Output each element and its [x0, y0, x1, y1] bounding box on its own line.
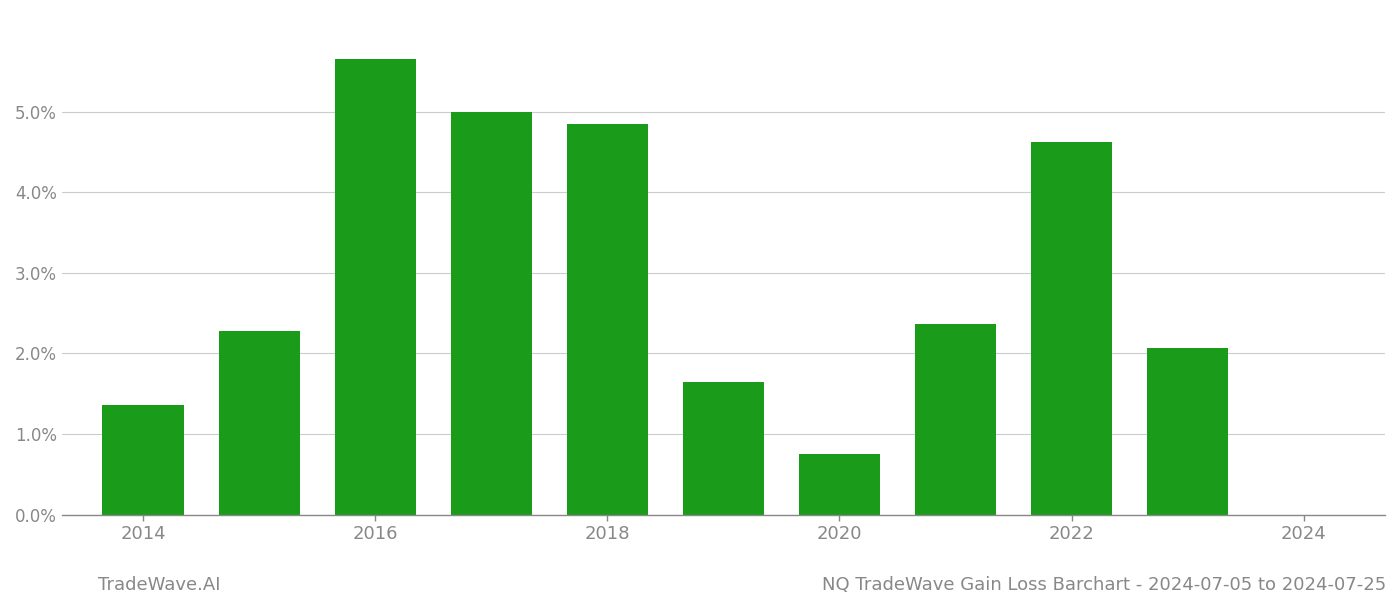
Bar [916, 323, 997, 515]
Bar [451, 112, 532, 515]
Text: NQ TradeWave Gain Loss Barchart - 2024-07-05 to 2024-07-25: NQ TradeWave Gain Loss Barchart - 2024-0… [822, 576, 1386, 594]
Bar [567, 124, 648, 515]
Bar [799, 454, 881, 515]
Bar [1147, 348, 1228, 515]
Bar [1030, 142, 1112, 515]
Bar [218, 331, 300, 515]
Bar [683, 382, 764, 515]
Bar [335, 59, 416, 515]
Text: TradeWave.AI: TradeWave.AI [98, 576, 221, 594]
Bar [102, 406, 183, 515]
